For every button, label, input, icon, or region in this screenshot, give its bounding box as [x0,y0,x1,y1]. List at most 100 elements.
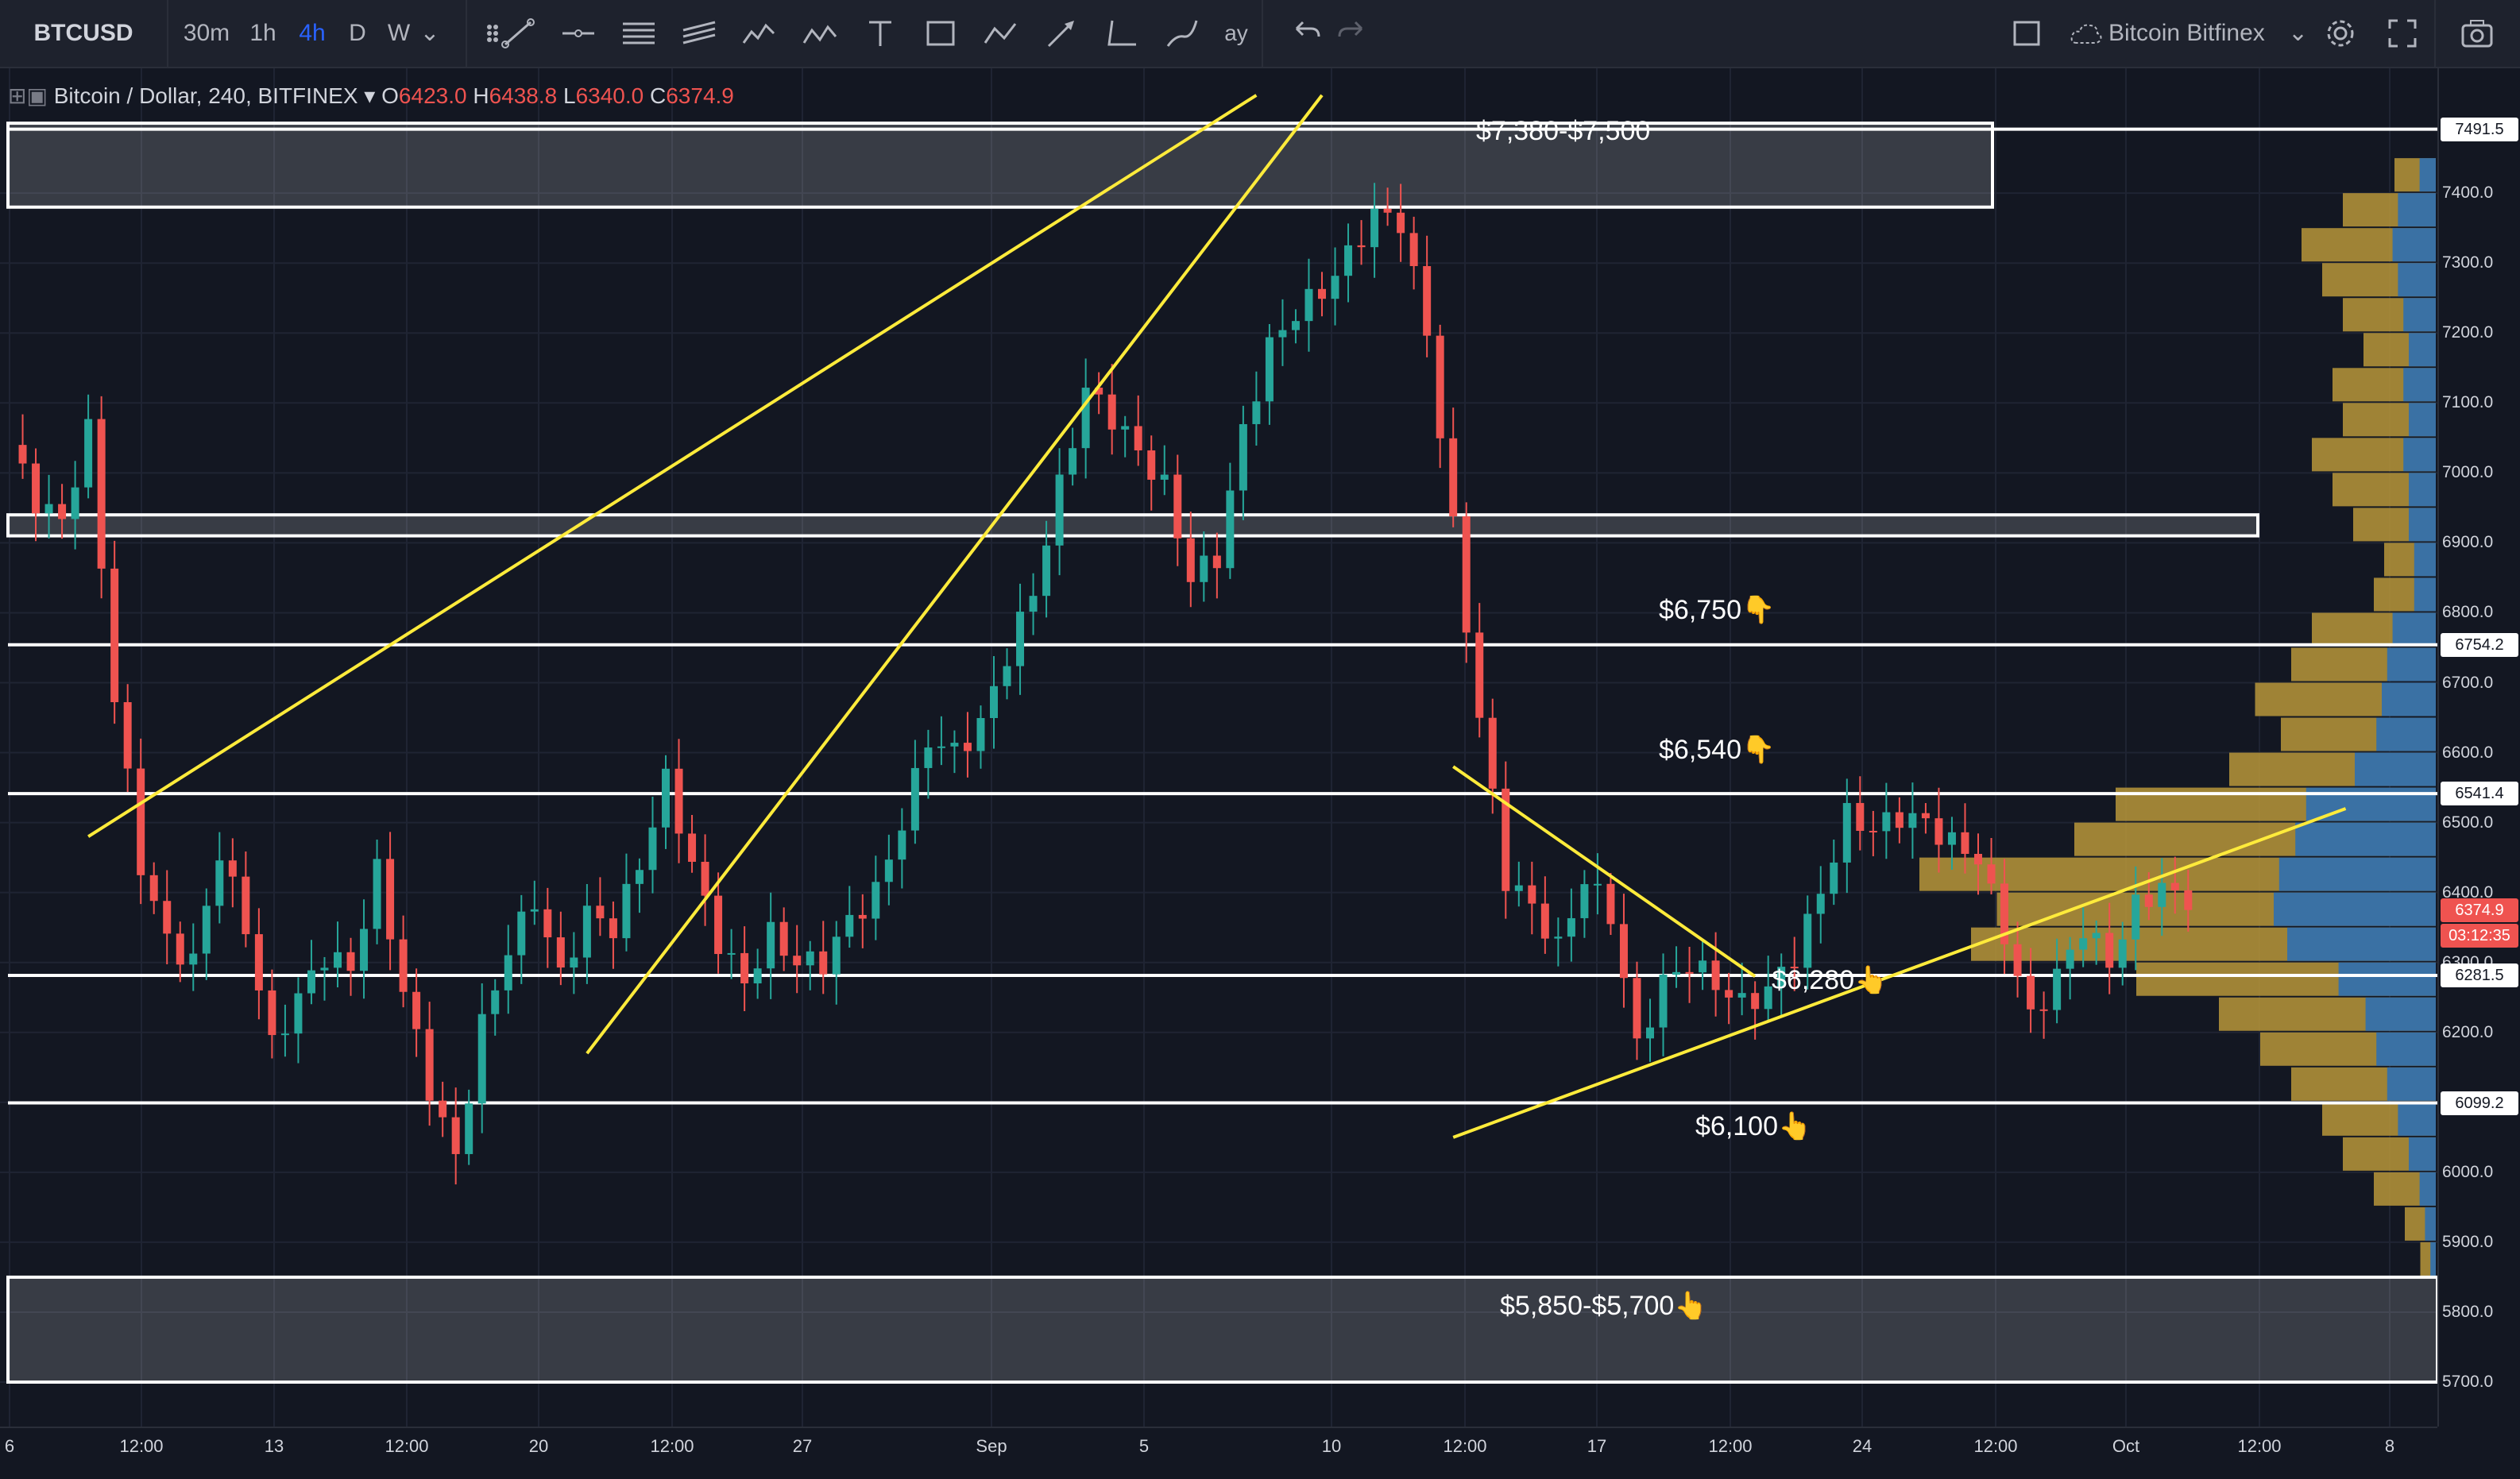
candle-up [1121,426,1130,430]
volume-profile-bar-blue [2392,228,2436,262]
gear-icon[interactable] [2318,11,2363,56]
candle-up [1672,971,1681,975]
candle-up [71,487,79,519]
grid [0,68,2437,1427]
candle-up [360,929,369,971]
level-6100-label: $6,100👆 [1695,1111,1812,1141]
chevron-down-icon[interactable]: ▾ [358,83,382,108]
candle-up [1370,208,1379,248]
candle-down [858,914,867,919]
pitchfork-icon[interactable] [677,11,721,56]
candle-up [898,830,906,860]
candle-up [570,957,578,968]
symbol-label: BTCUSD [33,20,133,46]
compare-exchange[interactable]: Bitcoin Bitfinex ⌄ [2069,0,2323,67]
symbol-search[interactable]: BTCUSD [0,0,168,67]
interval-30m[interactable]: 30m [183,0,230,67]
fullscreen-icon[interactable] [2380,11,2425,56]
candle-up [1816,894,1825,914]
time-tick-label: 5 [1138,1436,1150,1456]
candle-down [596,906,605,919]
candle-up [767,921,775,969]
horizontal-ray-icon[interactable] [556,11,601,56]
abcde-pattern-icon[interactable] [798,11,842,56]
chart-canvas[interactable] [0,68,2437,1427]
undo-icon[interactable] [1284,11,1328,56]
interval-4h[interactable]: 4h [292,0,332,67]
candle-up [280,1033,289,1036]
redo-icon[interactable] [1330,11,1374,56]
candle-down [2039,1009,2048,1011]
interval-w[interactable]: W [381,0,416,67]
candle-down [1397,212,1405,234]
trendlines [87,94,2347,1139]
level-6750-label: $6,750👇 [1659,595,1776,625]
price-axis[interactable] [2439,68,2520,1477]
time-axis[interactable] [0,1427,2437,1479]
candle-down [963,743,972,751]
volume-profile-bar-blue [2409,1137,2436,1171]
cloud-icon [2070,24,2102,44]
candle-down [1449,438,1458,517]
legend-title[interactable]: Bitcoin / Dollar, 240, BITFINEX [53,83,358,108]
candle-down [268,990,276,1036]
chevron-down-icon[interactable]: ⌄ [419,20,440,46]
text-icon[interactable] [858,11,902,56]
candle-up [2092,933,2101,939]
interval-d[interactable]: D [342,0,373,67]
rectangle-icon[interactable] [918,11,963,56]
candle-down [386,859,395,940]
candle-up [504,955,512,991]
interval-label: 30m [183,20,230,46]
volume-profile-bar-blue [2376,717,2436,751]
candle-up [1069,448,1077,475]
candle-up [1252,401,1261,424]
candle-up [950,743,959,747]
candle-up [1016,612,1025,666]
grid-handle-icon[interactable] [470,11,498,56]
candle-down [1436,335,1444,438]
price-tick-label: 5800.0 [2442,1302,2494,1321]
ohlc-legend: ⊞▣ Bitcoin / Dollar, 240, BITFINEX ▾ O64… [8,83,734,109]
candle-up [1331,276,1339,299]
candle-down [2000,883,2009,944]
candle-down [2144,894,2153,907]
price-zone [6,513,2259,538]
interval-1h[interactable]: 1h [243,0,283,67]
candle-down [425,1029,434,1101]
camera-icon[interactable] [2455,11,2499,56]
candle-up [1737,993,1746,998]
angle-icon[interactable] [1100,11,1144,56]
trend-line-icon[interactable] [496,11,540,56]
o-label: O [381,83,399,108]
zone-bottom-label: $5,850-$5,700👆 [1500,1291,1708,1321]
candle-up [1830,862,1838,894]
chart-pane[interactable] [0,68,2439,1427]
chevron-down-icon: ⌄ [2288,20,2309,46]
candle-down [609,918,617,939]
candle-up [924,747,933,768]
volume-profile-bar-blue [2274,892,2436,926]
candle-down [2027,975,2035,1010]
arrow-icon[interactable] [1039,11,1084,56]
parallel-channel-icon[interactable] [616,11,661,56]
elliott-wave-icon[interactable] [737,11,782,56]
time-tick-label: 12:00 [385,1436,429,1456]
price-zone [6,122,1994,209]
candle-up [44,504,53,514]
brush-icon[interactable] [1160,11,1204,56]
candle-up [884,859,893,882]
l-label: L [563,83,576,108]
legend-menu-icon[interactable]: ⊞▣ [8,83,54,108]
abc-pattern-icon[interactable] [979,11,1023,56]
candle-down [1212,555,1221,569]
volume-profile-bar-blue [2382,682,2436,716]
candle-down [1107,394,1116,430]
square-icon[interactable] [2005,11,2050,56]
candle-down [399,939,408,992]
candle-down [242,876,250,935]
candle-down [1357,245,1366,248]
volume-profile-bar-blue [2376,1032,2436,1066]
price-zone [6,1275,2437,1384]
candle-up [491,990,500,1014]
